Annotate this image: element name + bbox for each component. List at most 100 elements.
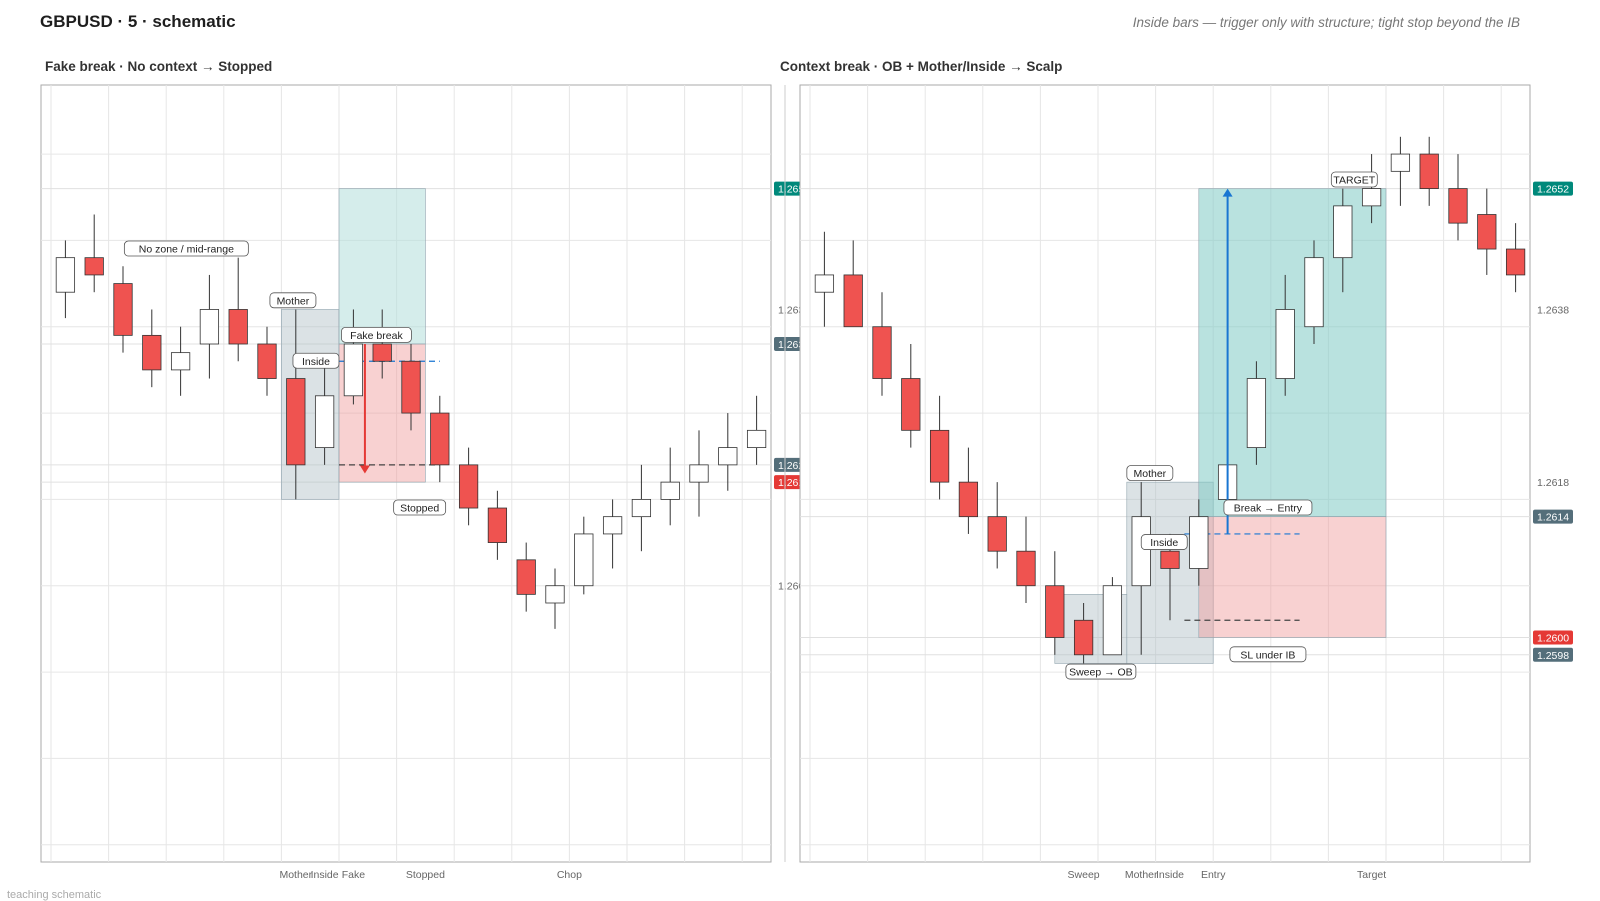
annotation-box (269, 292, 317, 309)
candle-bull (170, 352, 191, 371)
candle-bear (1505, 248, 1526, 276)
footer-note: teaching schematic (7, 889, 102, 901)
x-tick-label: Target (1357, 869, 1386, 881)
annotation-box (292, 352, 340, 369)
annotation-label: Stopped (400, 503, 439, 515)
candle-bear (872, 326, 892, 379)
candle-bull (1390, 153, 1411, 172)
candle-bear (1419, 153, 1439, 189)
candle-bear (458, 464, 479, 509)
candle-bear (958, 481, 979, 518)
trade-arrow-head (359, 465, 370, 474)
candle-bull (631, 498, 652, 518)
annotation-box (1065, 663, 1137, 680)
candle-bear (228, 309, 248, 345)
candle-bear (372, 343, 392, 362)
annotation-box (1126, 465, 1174, 481)
candle-bull (55, 257, 76, 293)
candle-bull (343, 343, 364, 397)
x-tick-label: Sweep (1068, 869, 1100, 881)
candle-bear (142, 334, 162, 371)
candle-bull (718, 447, 738, 466)
trade-arrow-head (1222, 188, 1233, 197)
annotation-label: No zone / mid-range (139, 244, 234, 256)
price-tag-label: 1.2652 (1537, 184, 1569, 196)
candle-bull (1275, 309, 1295, 379)
price-tag (1533, 630, 1573, 645)
chart-panel-1: No zone / mid-range Mother Inside Fake brea… (40, 84, 814, 881)
candle-bear (843, 274, 863, 328)
annotation-label: Mother (277, 295, 310, 307)
candle-bear (1160, 550, 1180, 569)
annotation-label: Inside (302, 356, 330, 368)
candle-bear (487, 507, 508, 543)
annotation-box (341, 326, 412, 343)
candle-bear (257, 343, 277, 379)
candle-bull (574, 533, 594, 587)
candle-bull (1189, 516, 1209, 569)
price-tag-label: 1.2598 (1537, 650, 1569, 662)
annotation-box (1140, 534, 1188, 550)
left-panel-title: Fake break · No context → Stopped (45, 59, 273, 74)
annotation-label: Inside (1150, 537, 1178, 549)
annotation-label: SL under IB (1240, 649, 1295, 661)
zone-stop (1198, 516, 1387, 638)
x-tick-label: Fake (342, 869, 366, 881)
annotation-box (123, 240, 249, 257)
candle-bull (602, 516, 623, 535)
candle-bear (401, 360, 421, 414)
y-tick-label: 1.2618 (1537, 477, 1569, 489)
annotation-label: Break → Entry (1234, 503, 1303, 515)
annotation-box (1229, 646, 1307, 663)
candle-bear (1448, 188, 1468, 224)
x-tick-label: Chop (557, 869, 582, 881)
annotation-box (1223, 499, 1313, 516)
candle-bear (113, 283, 133, 336)
candle-bear (987, 516, 1007, 552)
page-title: GBPUSD · 5 · schematic (40, 12, 236, 31)
x-tick-label: Stopped (406, 869, 445, 881)
candle-bull (746, 429, 767, 449)
annotation-box (1330, 171, 1378, 188)
price-tag (1533, 181, 1573, 196)
candle-bull (545, 585, 565, 604)
candle-bull (1246, 378, 1267, 448)
candle-bull (314, 395, 335, 448)
candle-bull (199, 309, 220, 345)
candle-bear (901, 378, 921, 431)
candle-bull (814, 274, 835, 293)
annotation-label: Mother (1133, 468, 1166, 480)
candle-bear (286, 378, 306, 466)
price-tag (1533, 509, 1573, 524)
candle-bear (1016, 550, 1036, 587)
x-tick-label: Mother (1125, 869, 1158, 881)
candle-bull (660, 481, 680, 500)
candle-bull (1361, 188, 1382, 207)
candle-bull (1304, 257, 1324, 328)
candle-bear (1073, 619, 1094, 656)
price-tag-label: 1.2600 (1537, 633, 1569, 645)
x-tick-label: Inside (311, 869, 339, 881)
x-tick-label: Inside (1156, 869, 1184, 881)
annotation-box (393, 499, 447, 516)
right-panel-title: Context break · OB + Mother/Inside → Sca… (780, 59, 1063, 74)
x-tick-label: Entry (1201, 869, 1226, 881)
candle-bull (1333, 205, 1353, 259)
y-tick-label: 1.2638 (1537, 304, 1569, 316)
page-subtitle: Inside bars — trigger only with structur… (1132, 15, 1520, 30)
candle-bear (516, 559, 536, 595)
price-tag-label: 1.2614 (1537, 512, 1569, 524)
annotation-label: TARGET (1333, 174, 1375, 186)
annotation-label: Fake break (350, 330, 403, 342)
annotation-label: Sweep → OB (1069, 667, 1133, 679)
candle-bull (1131, 516, 1151, 587)
candle-bear (1045, 585, 1065, 638)
candle-bull (689, 464, 709, 483)
candle-bear (929, 429, 950, 483)
price-tag (1533, 647, 1573, 662)
candle-bear (84, 257, 104, 276)
candle-bear (1477, 214, 1497, 250)
candle-bull (1102, 585, 1123, 656)
